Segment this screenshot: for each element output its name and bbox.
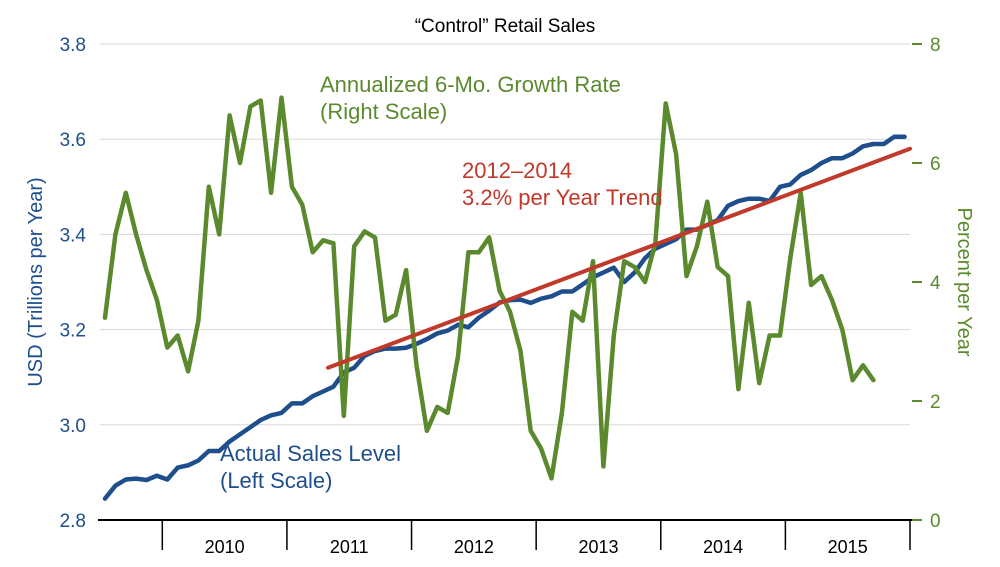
x-tick-label: 2010 bbox=[205, 537, 245, 557]
left-tick-label: 3.6 bbox=[60, 130, 86, 151]
gridlines bbox=[100, 43, 910, 426]
right-axis-ticks: 0 2 4 6 8 bbox=[912, 35, 941, 532]
x-axis: 2010 2011 2012 2013 2014 2015 bbox=[98, 519, 912, 557]
chart-title: “Control” Retail Sales bbox=[415, 16, 596, 37]
trend-annotation: 2012–2014 3.2% per Year Trend bbox=[462, 158, 663, 210]
right-tick-label: 4 bbox=[930, 273, 941, 294]
left-tick-label: 3.2 bbox=[60, 321, 86, 342]
sales-annotation-line2: (Left Scale) bbox=[220, 468, 333, 493]
right-axis-title: Percent per Year bbox=[953, 208, 975, 357]
growth-series-line bbox=[102, 95, 876, 481]
x-tick-label: 2015 bbox=[828, 537, 868, 557]
left-tick-label: 3.4 bbox=[60, 225, 87, 246]
trend-annotation-line2: 3.2% per Year Trend bbox=[462, 185, 663, 210]
x-tick-label: 2014 bbox=[703, 537, 743, 557]
growth-annotation-line2: (Right Scale) bbox=[320, 99, 447, 124]
left-tick-label: 3.8 bbox=[60, 35, 86, 56]
x-tick-label: 2013 bbox=[578, 537, 618, 557]
growth-annotation: Annualized 6-Mo. Growth Rate (Right Scal… bbox=[320, 72, 627, 124]
right-tick-label: 6 bbox=[930, 154, 941, 175]
right-tick-label: 0 bbox=[930, 511, 941, 532]
x-tick-label: 2011 bbox=[330, 537, 369, 557]
series-layer bbox=[102, 95, 912, 501]
left-tick-label: 2.8 bbox=[60, 511, 86, 532]
right-tick-label: 2 bbox=[930, 392, 941, 413]
growth-annotation-line1: Annualized 6-Mo. Growth Rate bbox=[320, 72, 621, 97]
left-axis-title: USD (Trillions per Year) bbox=[25, 177, 47, 386]
trend-annotation-line1: 2012–2014 bbox=[462, 158, 572, 183]
left-tick-label: 3.0 bbox=[60, 416, 86, 437]
trend-series-line bbox=[326, 146, 912, 370]
x-tick-label: 2012 bbox=[454, 537, 494, 557]
left-axis-ticks: 2.8 3.0 3.2 3.4 3.6 3.8 bbox=[60, 35, 87, 532]
sales-annotation-line1: Actual Sales Level bbox=[220, 441, 401, 466]
right-tick-label: 8 bbox=[930, 35, 941, 56]
sales-annotation: Actual Sales Level (Left Scale) bbox=[220, 441, 407, 493]
